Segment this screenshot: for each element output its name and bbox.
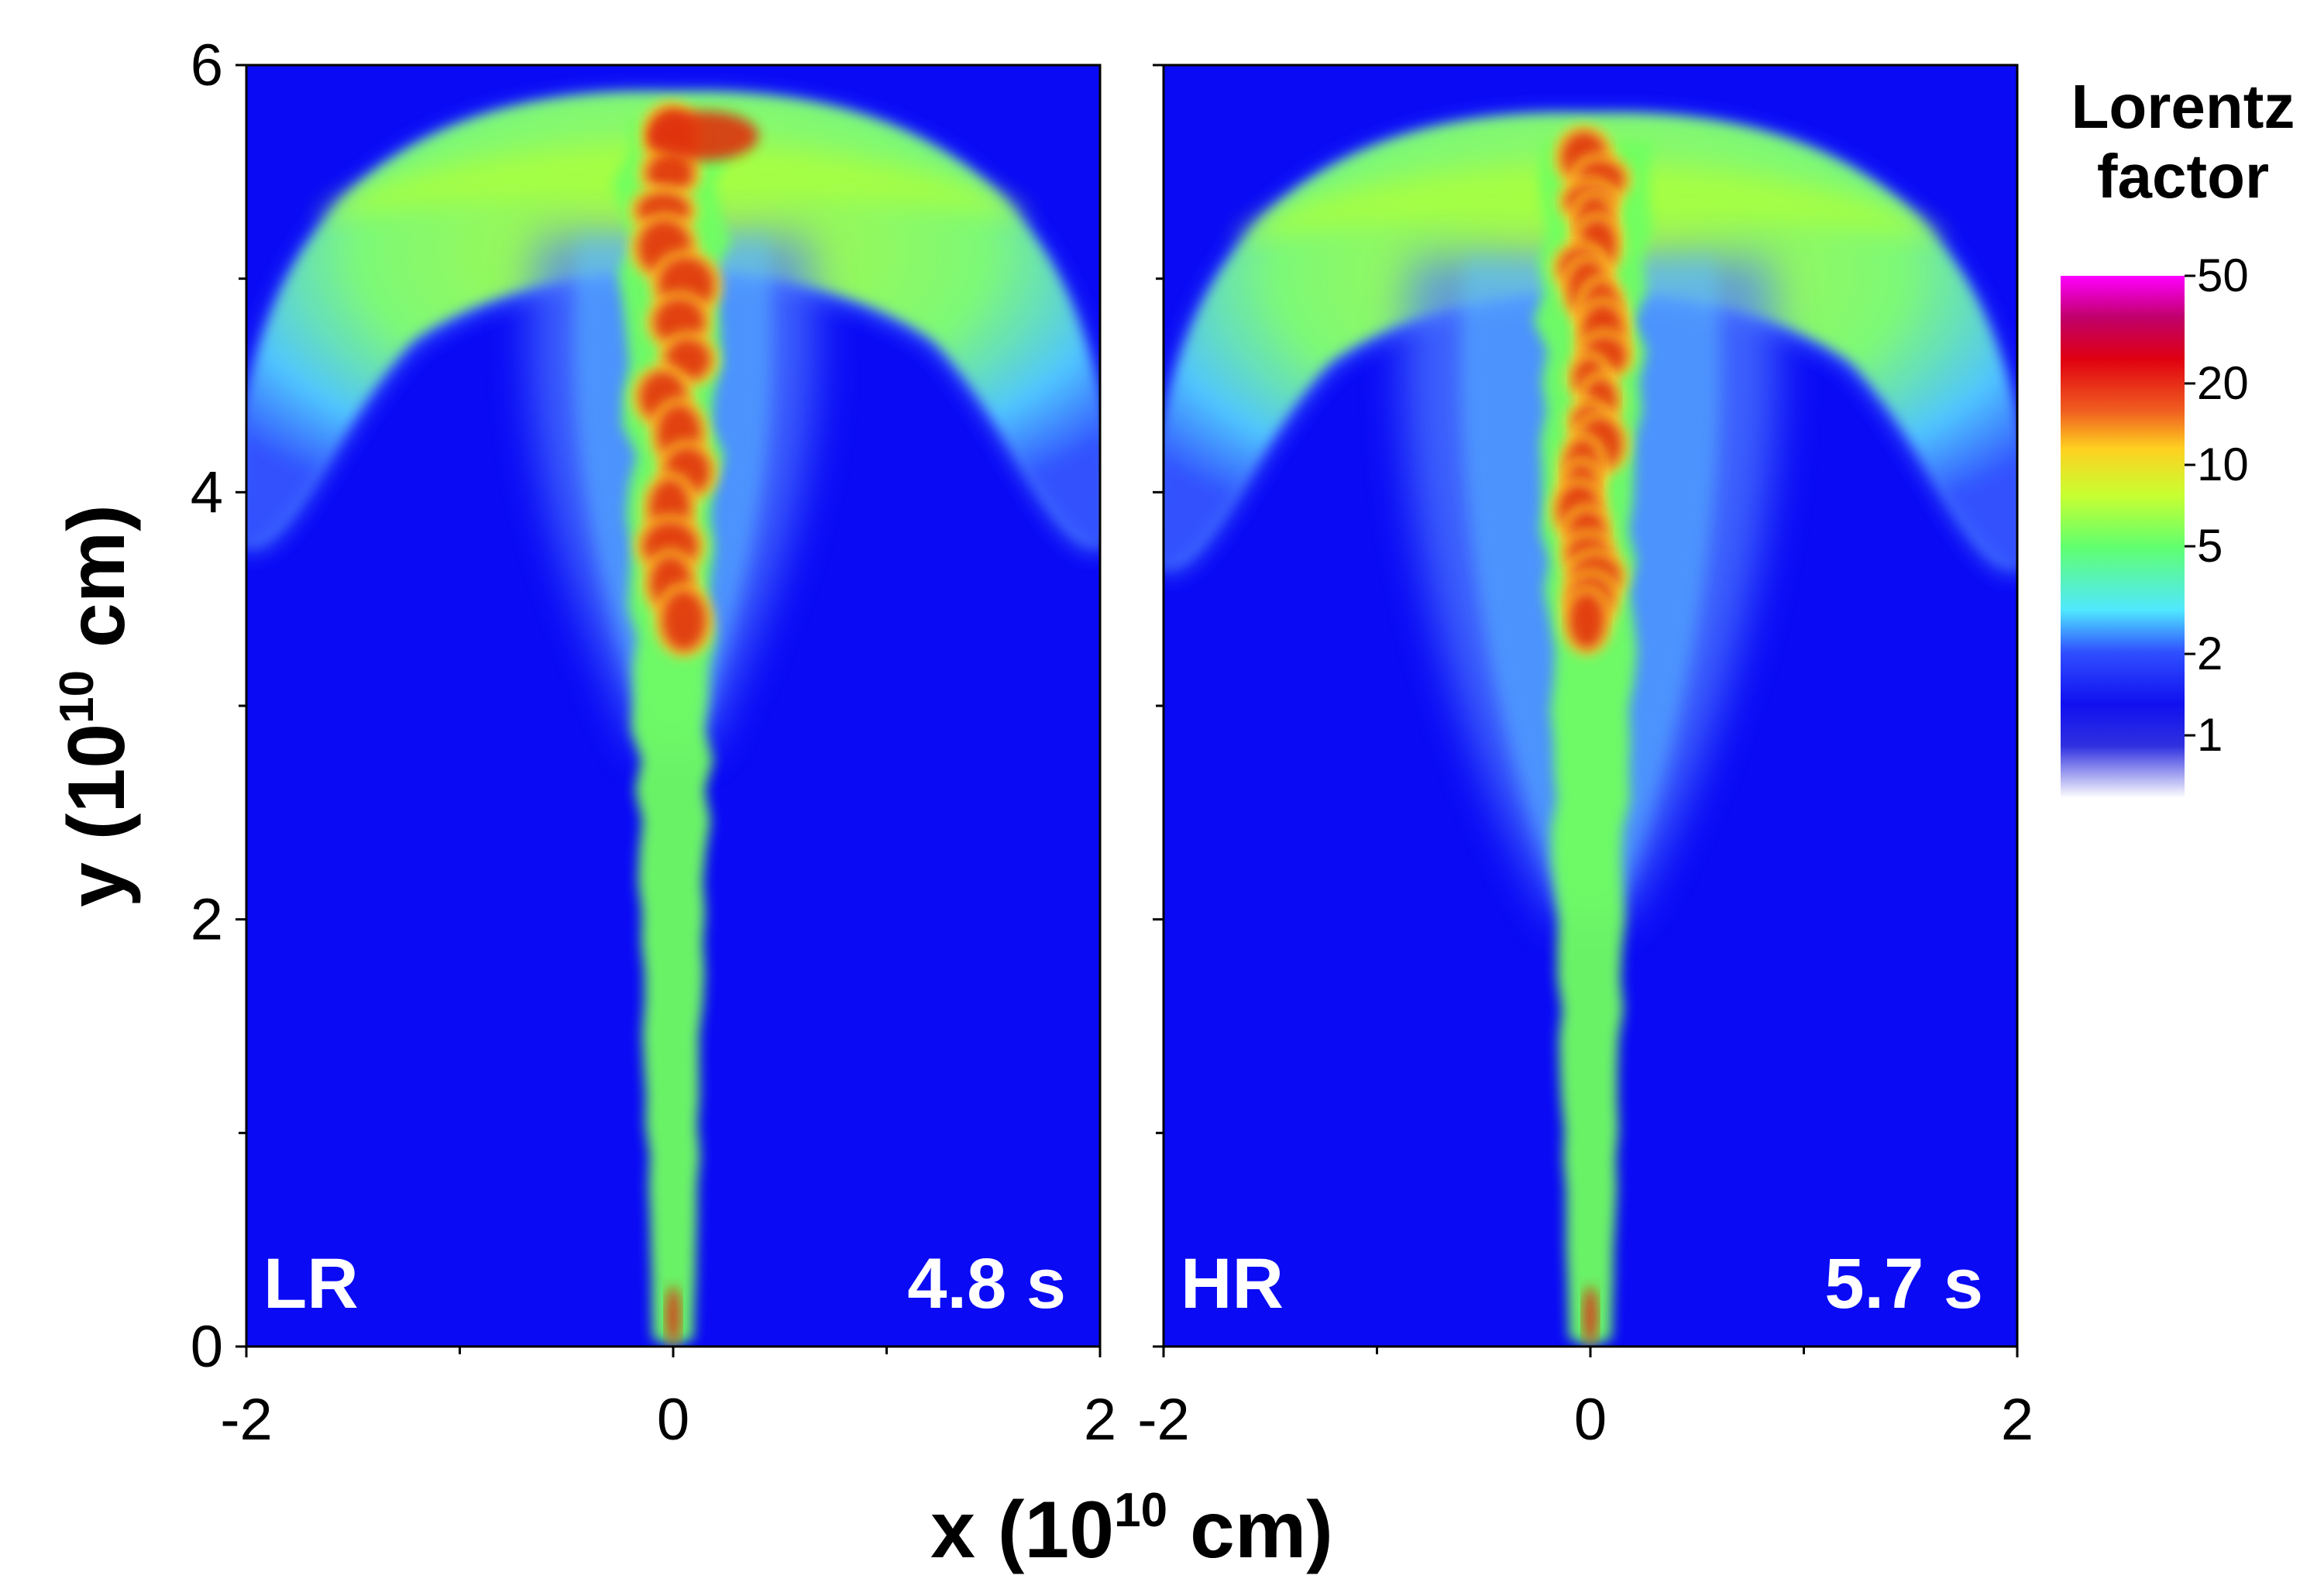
colorbar-gradient bbox=[2061, 276, 2185, 798]
colorbar-title-line2: factor bbox=[2097, 142, 2269, 211]
x-tick-label: 2 bbox=[2001, 1387, 2033, 1453]
colorbar-tick-label: 5 bbox=[2197, 520, 2223, 572]
cocoon-dome bbox=[1164, 113, 2017, 565]
jet-base bbox=[666, 1286, 680, 1345]
jet-core-blob bbox=[662, 590, 706, 652]
cocoon-dome bbox=[246, 91, 1100, 544]
panel-time-label: 4.8 s bbox=[907, 1244, 1066, 1323]
y-tick-label: 4 bbox=[191, 459, 223, 525]
panels-layer: LR 4.8 s HR 5.7 s bbox=[235, 64, 2019, 1357]
y-tick-label: 2 bbox=[191, 887, 223, 953]
y-tick-label: 6 bbox=[191, 33, 223, 98]
x-tick-label: -2 bbox=[1137, 1387, 1190, 1453]
jet-base bbox=[1583, 1286, 1597, 1345]
jet-head bbox=[650, 111, 758, 161]
panel-resolution-label: LR bbox=[263, 1244, 359, 1323]
jet-core-blob bbox=[1569, 591, 1605, 649]
panel-hr bbox=[1164, 65, 2017, 1347]
y-axis-title: y (1010 cm) bbox=[50, 504, 142, 907]
panel-resolution-label: HR bbox=[1181, 1244, 1284, 1323]
x-tick-label: 0 bbox=[657, 1387, 689, 1453]
colorbar-tick-label: 1 bbox=[2197, 709, 2223, 761]
colorbar-tick-label: 2 bbox=[2197, 628, 2223, 679]
x-tick-label: 0 bbox=[1574, 1387, 1607, 1453]
x-tick-label: 2 bbox=[1084, 1387, 1116, 1453]
colorbar-tick-label: 10 bbox=[2197, 439, 2249, 490]
jet-core bbox=[629, 101, 758, 1345]
panel-lr bbox=[246, 65, 1100, 1347]
colorbar-tick-label: 50 bbox=[2197, 249, 2249, 301]
panel-time-label: 5.7 s bbox=[1824, 1244, 1983, 1323]
colorbar-tick-label: 20 bbox=[2197, 357, 2249, 409]
jet-core-blob bbox=[646, 153, 694, 194]
jet-core bbox=[1549, 125, 1635, 1345]
x-axis-title: x (1010 cm) bbox=[930, 1484, 1333, 1575]
colorbar-title-line1: Lorentz bbox=[2071, 72, 2295, 141]
y-tick-label: 0 bbox=[191, 1314, 223, 1380]
axes-text-layer: -2 0 2 -2 0 2 0 2 4 6 x (1010 cm) y (1010 cm) bbox=[50, 33, 2033, 1575]
x-tick-label: -2 bbox=[220, 1387, 273, 1453]
